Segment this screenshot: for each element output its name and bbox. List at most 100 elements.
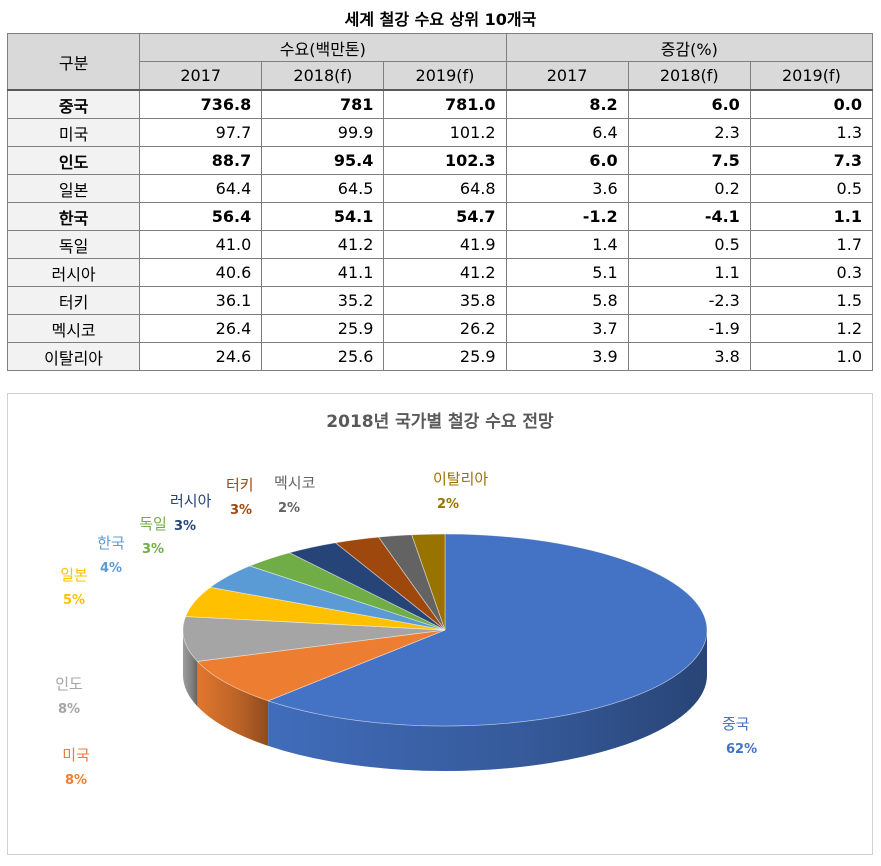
demand-cell: 41.9 [383, 230, 507, 259]
demand-cell: 99.9 [261, 118, 385, 147]
demand-cell: 781.0 [383, 89, 507, 119]
pie-label-name: 미국 [62, 746, 90, 764]
demand-cell: 64.5 [261, 174, 385, 203]
header-demand-year: 2019(f) [383, 61, 507, 91]
pie-label-name: 멕시코 [274, 474, 315, 492]
demand-cell: 26.2 [383, 314, 507, 343]
pie-slice-side-shade [183, 630, 198, 707]
header-demand-year: 2017 [139, 61, 263, 91]
pie-label-name: 러시아 [170, 492, 212, 510]
steel-demand-table: 구분 수요(백만톤) 증감(%) 2017 2018(f) 2019(f) 20… [6, 33, 874, 371]
pie-slice-3 [182, 616, 446, 662]
change-cell: 5.8 [505, 286, 629, 315]
demand-cell: 736.8 [139, 89, 263, 119]
change-cell: 1.0 [749, 342, 874, 371]
country-cell: 미국 [6, 118, 141, 147]
change-cell: 0.5 [749, 174, 874, 203]
table-row: 독일 41.0 41.2 41.9 1.4 0.5 1.7 [6, 230, 874, 259]
pie-label-percent: 4% [100, 561, 122, 576]
demand-cell: 25.6 [261, 342, 385, 371]
demand-cell: 41.2 [383, 258, 507, 287]
pie-tops [182, 533, 708, 727]
demand-cell: 54.1 [261, 202, 385, 231]
pie-label-percent: 8% [65, 773, 87, 788]
demand-cell: 102.3 [383, 146, 507, 175]
pie-slice-2 [196, 629, 446, 702]
pie-label-name: 이탈리아 [433, 470, 488, 488]
change-cell: -4.1 [627, 202, 751, 231]
change-cell: 0.5 [627, 230, 751, 259]
demand-cell: 41.2 [261, 230, 385, 259]
header-change-year: 2017 [505, 61, 629, 91]
pie-label-name: 한국 [97, 534, 125, 552]
demand-cell: 25.9 [261, 314, 385, 343]
change-cell: 0.0 [749, 89, 874, 119]
header-demand: 수요(백만톤) [139, 33, 507, 62]
country-cell: 일본 [6, 174, 141, 203]
change-cell: 3.8 [627, 342, 751, 371]
demand-cell: 41.1 [261, 258, 385, 287]
demand-cell: 35.8 [383, 286, 507, 315]
chart-title: 2018년 국가별 철강 수요 전망 [326, 412, 554, 432]
pie-label-percent: 3% [230, 503, 252, 518]
change-cell: 1.1 [749, 202, 874, 231]
header-change-year: 2018(f) [627, 61, 751, 91]
demand-cell: 101.2 [383, 118, 507, 147]
demand-cell: 64.8 [383, 174, 507, 203]
pie-label-percent: 5% [63, 593, 85, 608]
change-cell: 6.0 [627, 89, 751, 119]
demand-cell: 35.2 [261, 286, 385, 315]
table-row: 터키 36.1 35.2 35.8 5.8 -2.3 1.5 [6, 286, 874, 315]
pie-label-percent: 2% [278, 501, 300, 516]
country-cell: 중국 [6, 89, 141, 119]
demand-cell: 97.7 [139, 118, 263, 147]
change-cell: 1.1 [627, 258, 751, 287]
country-cell: 인도 [6, 146, 141, 175]
pie-sides [183, 630, 707, 771]
change-cell: 8.2 [505, 89, 629, 119]
header-change-year: 2019(f) [749, 61, 874, 91]
demand-cell: 41.0 [139, 230, 263, 259]
change-cell: 3.9 [505, 342, 629, 371]
country-cell: 독일 [6, 230, 141, 259]
pie-slice-side-shade [268, 630, 707, 771]
table-row: 이탈리아 24.6 25.6 25.9 3.9 3.8 1.0 [6, 342, 874, 371]
change-cell: 0.2 [627, 174, 751, 203]
country-cell: 이탈리아 [6, 342, 141, 371]
header-demand-year: 2018(f) [261, 61, 385, 91]
change-cell: -1.2 [505, 202, 629, 231]
pie-label-name: 독일 [139, 515, 167, 533]
demand-cell: 88.7 [139, 146, 263, 175]
table-row: 중국 736.8 781 781.0 8.2 6.0 0.0 [6, 89, 874, 119]
pie-label-percent: 3% [174, 519, 196, 534]
change-cell: 5.1 [505, 258, 629, 287]
country-cell: 터키 [6, 286, 141, 315]
pie-label-percent: 62% [726, 742, 757, 757]
header-change: 증감(%) [505, 33, 874, 62]
demand-cell: 25.9 [383, 342, 507, 371]
demand-cell: 26.4 [139, 314, 263, 343]
change-cell: 7.5 [627, 146, 751, 175]
pie-label-name: 인도 [55, 675, 83, 693]
demand-cell: 40.6 [139, 258, 263, 287]
change-cell: 1.3 [749, 118, 874, 147]
demand-cell: 56.4 [139, 202, 263, 231]
change-cell: -1.9 [627, 314, 751, 343]
pie-chart-panel: 2018년 국가별 철강 수요 전망 중국 62% 미국 8% 인도 8% 일본 5% 한국 4%… [7, 393, 873, 855]
header-group: 구분 [6, 33, 141, 91]
change-cell: 2.3 [627, 118, 751, 147]
change-cell: -2.3 [627, 286, 751, 315]
pie-label-percent: 3% [142, 542, 164, 557]
pie-label-percent: 2% [437, 497, 459, 512]
pie-labels: 중국 62% 미국 8% 인도 8% 일본 5% 한국 4% 독일 3% 러시아 3% 터키 3% 멕시코 2% 이… [55, 470, 757, 788]
table-title: 세계 철강 수요 상위 10개국 [344, 10, 537, 29]
demand-cell: 781 [261, 89, 385, 119]
country-cell: 한국 [6, 202, 141, 231]
change-cell: 1.7 [749, 230, 874, 259]
demand-cell: 54.7 [383, 202, 507, 231]
pie-slice-10 [411, 533, 446, 631]
demand-cell: 24.6 [139, 342, 263, 371]
change-cell: 1.2 [749, 314, 874, 343]
pie-chart: 2018년 국가별 철강 수요 전망 중국 62% 미국 8% 인도 8% 일본 5% 한국 4%… [55, 412, 757, 788]
country-cell: 러시아 [6, 258, 141, 287]
